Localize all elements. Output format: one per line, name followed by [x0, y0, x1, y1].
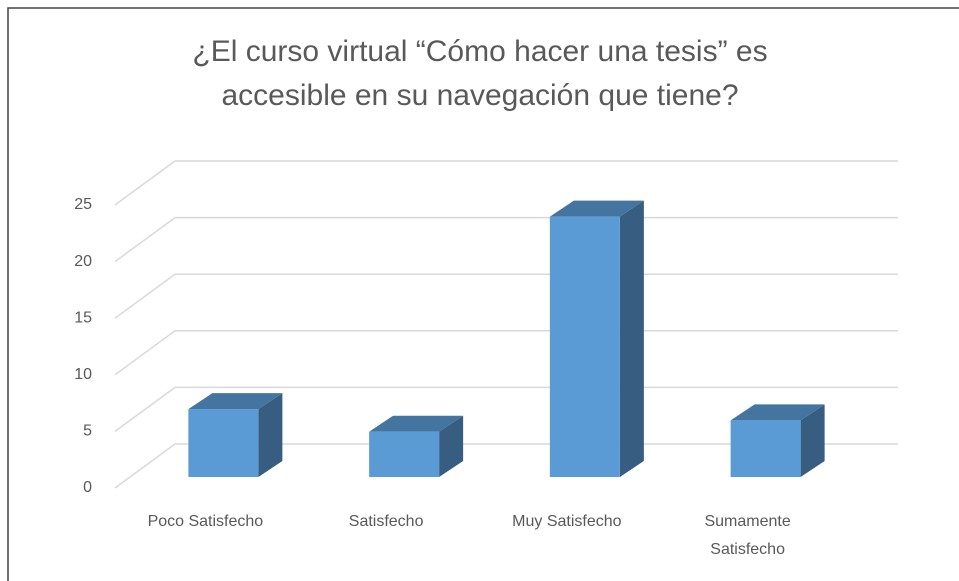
bar-side — [258, 393, 283, 477]
grid-line — [114, 330, 898, 376]
y-tick-label: 15 — [74, 309, 92, 326]
bar — [730, 420, 801, 477]
grid-line — [114, 386, 898, 433]
chart-frame — [7, 7, 959, 581]
y-tick-label: 5 — [83, 423, 92, 440]
bar-side — [439, 415, 464, 477]
bar — [369, 431, 440, 477]
bar — [549, 216, 620, 477]
bar-top — [188, 393, 283, 410]
bar-top — [549, 200, 644, 217]
y-tick-label: 20 — [74, 253, 92, 270]
bar — [188, 409, 259, 477]
x-tick-label: Sumamente Satisfecho — [704, 513, 791, 558]
grid-line — [114, 443, 898, 489]
bar-top — [730, 404, 825, 421]
y-tick-label: 10 — [74, 366, 92, 383]
bar-side — [800, 404, 825, 477]
x-tick-label: Muy Satisfecho — [512, 513, 622, 530]
x-tick-label: Satisfecho — [348, 513, 424, 530]
bar-side — [619, 200, 644, 477]
grid-line — [114, 273, 898, 319]
x-tick-label: Poco Satisfecho — [147, 513, 264, 530]
grid-line — [114, 160, 898, 206]
chart-title: ¿El curso virtual “Cómo hacer una tesis”… — [192, 35, 768, 112]
bar-top — [369, 415, 464, 432]
y-tick-label: 0 — [83, 479, 92, 496]
y-tick-label: 25 — [74, 196, 92, 213]
grid-line — [114, 216, 898, 263]
